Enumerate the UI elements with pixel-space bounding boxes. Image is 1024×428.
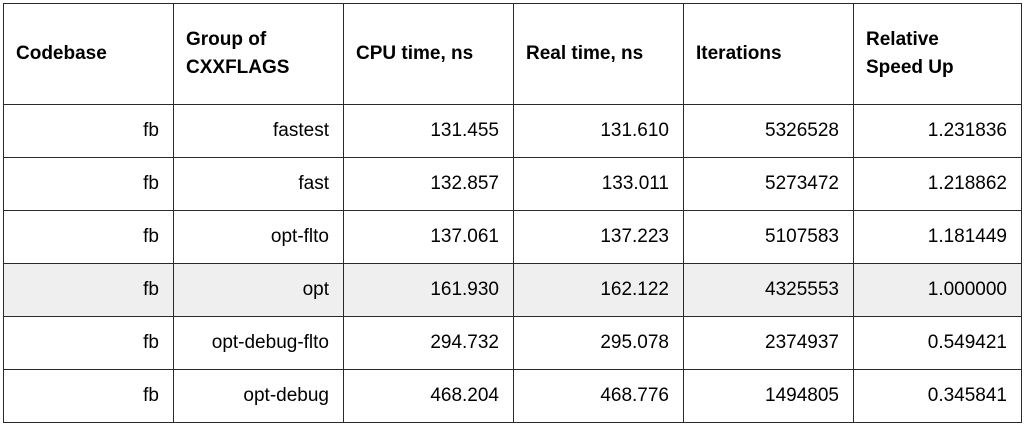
cell-real-time: 133.011 — [513, 157, 684, 211]
cell-cxxflags-group: opt-flto — [173, 210, 344, 264]
header-cpu-time: CPU time, ns — [343, 3, 514, 105]
cell-cpu-time: 131.455 — [343, 104, 514, 158]
cell-cxxflags-group: opt-debug — [173, 369, 344, 423]
cell-iterations: 1494805 — [683, 369, 854, 423]
cell-cpu-time: 132.857 — [343, 157, 514, 211]
cell-cpu-time: 468.204 — [343, 369, 514, 423]
cell-real-time: 162.122 — [513, 263, 684, 317]
header-iterations: Iterations — [683, 3, 854, 105]
cell-cpu-time: 137.061 — [343, 210, 514, 264]
benchmark-table-container: Codebase Group of CXXFLAGS CPU time, ns R… — [3, 3, 1022, 423]
header-real-time: Real time, ns — [513, 3, 684, 105]
header-line: CPU time, ns — [356, 43, 474, 64]
cell-cpu-time: 161.930 — [343, 263, 514, 317]
cell-real-time: 468.776 — [513, 369, 684, 423]
cell-cxxflags-group: opt — [173, 263, 344, 317]
header-line: Codebase — [16, 43, 107, 64]
cell-codebase: fb — [3, 210, 174, 264]
benchmark-table: Codebase Group of CXXFLAGS CPU time, ns R… — [3, 3, 1022, 423]
header-line: Iterations — [696, 43, 782, 64]
cell-codebase: fb — [3, 316, 174, 370]
header-line: Relative — [866, 29, 939, 50]
cell-codebase: fb — [3, 369, 174, 423]
table-row-highlighted: fb opt 161.930 162.122 4325553 1.000000 — [3, 263, 1022, 317]
cell-cpu-time: 294.732 — [343, 316, 514, 370]
cell-real-time: 295.078 — [513, 316, 684, 370]
cell-relative-speed-up: 1.181449 — [853, 210, 1022, 264]
cell-real-time: 131.610 — [513, 104, 684, 158]
cell-codebase: fb — [3, 157, 174, 211]
cell-relative-speed-up: 0.549421 — [853, 316, 1022, 370]
cell-cxxflags-group: opt-debug-flto — [173, 316, 344, 370]
header-line: Real time, ns — [526, 43, 644, 64]
header-relative-speed-up: Relative Speed Up — [853, 3, 1022, 105]
cell-relative-speed-up: 1.000000 — [853, 263, 1022, 317]
header-line: Group of — [186, 29, 267, 50]
cell-iterations: 5326528 — [683, 104, 854, 158]
cell-iterations: 2374937 — [683, 316, 854, 370]
header-line: Speed Up — [866, 57, 954, 78]
cell-cxxflags-group: fast — [173, 157, 344, 211]
cell-codebase: fb — [3, 263, 174, 317]
cell-relative-speed-up: 1.231836 — [853, 104, 1022, 158]
header-codebase: Codebase — [3, 3, 174, 105]
table-row: fb fast 132.857 133.011 5273472 1.218862 — [3, 157, 1022, 211]
cell-relative-speed-up: 0.345841 — [853, 369, 1022, 423]
cell-iterations: 5273472 — [683, 157, 854, 211]
cell-iterations: 4325553 — [683, 263, 854, 317]
table-row: fb fastest 131.455 131.610 5326528 1.231… — [3, 104, 1022, 158]
table-header-row: Codebase Group of CXXFLAGS CPU time, ns R… — [3, 3, 1022, 105]
cell-cxxflags-group: fastest — [173, 104, 344, 158]
cell-real-time: 137.223 — [513, 210, 684, 264]
table-row: fb opt-debug 468.204 468.776 1494805 0.3… — [3, 369, 1022, 423]
table-row: fb opt-flto 137.061 137.223 5107583 1.18… — [3, 210, 1022, 264]
header-group-of-cxxflags: Group of CXXFLAGS — [173, 3, 344, 105]
header-line: CXXFLAGS — [186, 57, 290, 78]
cell-codebase: fb — [3, 104, 174, 158]
table-row: fb opt-debug-flto 294.732 295.078 237493… — [3, 316, 1022, 370]
cell-relative-speed-up: 1.218862 — [853, 157, 1022, 211]
cell-iterations: 5107583 — [683, 210, 854, 264]
